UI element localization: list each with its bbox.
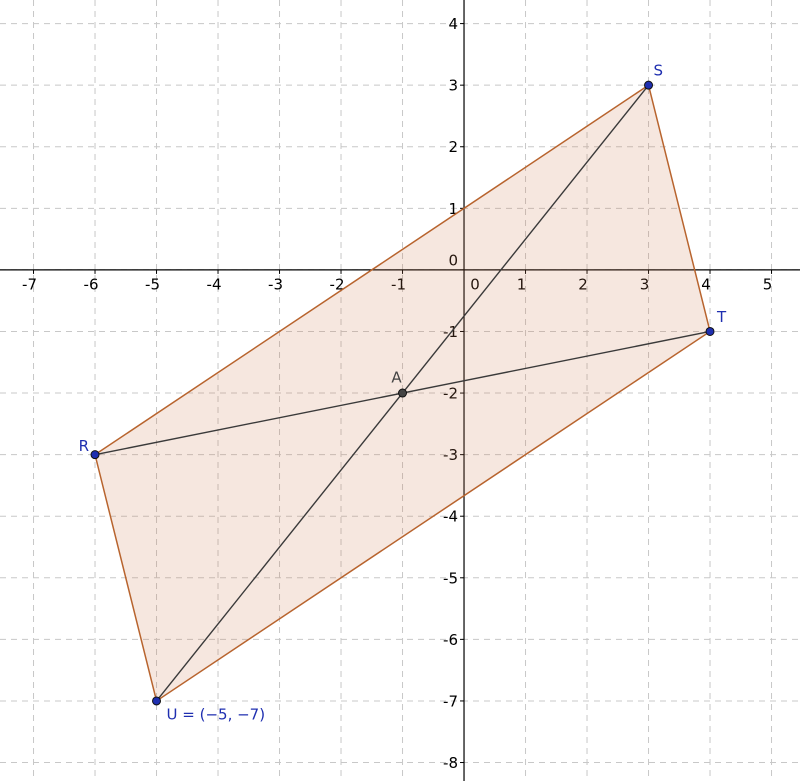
x-tick-label: -2: [330, 275, 345, 293]
y-tick-label: 1: [448, 200, 458, 218]
y-tick-label: -3: [443, 446, 458, 464]
x-tick-label: -4: [207, 275, 222, 293]
point-label: T: [716, 308, 727, 326]
x-tick-label: -7: [22, 275, 37, 293]
y-tick-label: 3: [448, 77, 458, 95]
y-tick-label: -2: [443, 385, 458, 403]
y-tick-label: 2: [448, 138, 458, 156]
point-label: U = (−5, −7): [167, 705, 266, 723]
x-tick-label: 4: [701, 275, 711, 293]
x-tick-label: 2: [578, 275, 588, 293]
point: [90, 450, 100, 460]
x-tick-label: 3: [640, 275, 650, 293]
y-tick-label: 0: [448, 251, 458, 269]
y-tick-label: -8: [443, 754, 458, 772]
point: [152, 696, 162, 706]
x-tick-label: 5: [763, 275, 773, 293]
point: [644, 80, 654, 90]
x-tick-label: 1: [517, 275, 527, 293]
y-tick-label: -6: [443, 631, 458, 649]
x-tick-label: -3: [268, 275, 283, 293]
point-label: S: [654, 62, 664, 80]
y-tick-label: -7: [443, 692, 458, 710]
x-tick-label: -6: [84, 275, 99, 293]
x-tick-label: 0: [470, 275, 480, 293]
point: [398, 388, 408, 398]
point-label: R: [79, 437, 89, 455]
x-tick-label: -5: [145, 275, 160, 293]
y-tick-label: 4: [448, 15, 458, 33]
point-label: A: [391, 369, 402, 387]
x-tick-label: -1: [391, 275, 406, 293]
y-tick-label: -5: [443, 569, 458, 587]
point: [705, 326, 715, 336]
y-tick-label: -4: [443, 508, 458, 526]
